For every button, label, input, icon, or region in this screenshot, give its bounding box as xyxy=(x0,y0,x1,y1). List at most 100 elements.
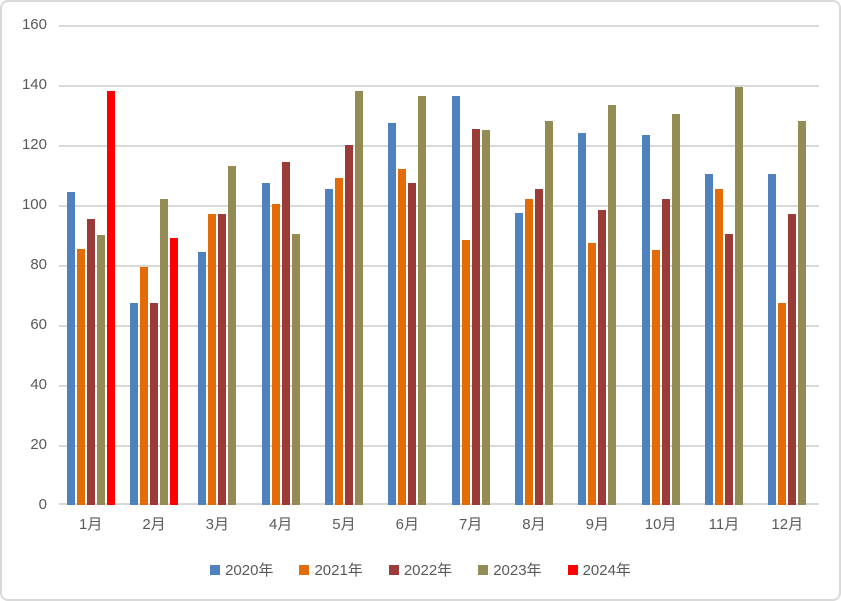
bar-y2022-m8 xyxy=(534,188,543,505)
y-axis: 0 20 40 60 80 100 120 140 160 xyxy=(2,2,47,599)
bar-y2021-m6 xyxy=(398,169,407,505)
legend-swatch-icon xyxy=(478,564,489,575)
bar-y2021-m9 xyxy=(588,242,597,505)
bar-group-m8 xyxy=(502,25,565,505)
bar-group-m10 xyxy=(629,25,692,505)
bar-y2021-m1 xyxy=(76,248,85,505)
gridline xyxy=(59,25,819,27)
y-tick-label: 160 xyxy=(21,16,47,33)
legend-swatch-icon xyxy=(299,564,310,575)
bar-y2020-m3 xyxy=(198,251,207,505)
x-tick-label-m9: 9月 xyxy=(585,516,609,533)
x-tick-label-m4: 4月 xyxy=(268,516,293,533)
legend-label: 2020年 xyxy=(225,562,274,579)
bar-y2022-m3 xyxy=(218,214,227,505)
y-tick-label: 40 xyxy=(30,376,47,393)
bar-y2022-m7 xyxy=(471,128,480,505)
legend-label: 2022年 xyxy=(403,562,453,579)
legend-label: 2021年 xyxy=(314,562,363,579)
x-tick-label-m7: 7月 xyxy=(458,516,483,533)
bar-group-m4 xyxy=(249,25,312,505)
y-tick-label: 80 xyxy=(30,256,47,273)
plot-area xyxy=(59,25,819,505)
y-tick-label: 140 xyxy=(21,76,47,93)
bar-y2020-m6 xyxy=(388,122,397,505)
legend-item-2024: 2024年 xyxy=(567,559,631,580)
legend-item-2022: 2022年 xyxy=(388,559,453,580)
gridline xyxy=(59,445,819,447)
x-tick-label-m11: 11月 xyxy=(708,516,740,533)
bar-group-m9 xyxy=(566,25,629,505)
bar-group-m11 xyxy=(692,25,755,505)
y-tick-label: 100 xyxy=(21,196,47,213)
bar-y2023-m2 xyxy=(159,199,168,505)
bar-y2021-m12 xyxy=(778,302,787,505)
bar-y2022-m5 xyxy=(344,145,353,505)
bar-y2020-m4 xyxy=(261,182,270,505)
legend-swatch-icon xyxy=(567,564,578,575)
bar-groups xyxy=(59,25,819,505)
bar-y2023-m5 xyxy=(354,91,363,505)
bar-y2022-m12 xyxy=(788,214,797,505)
bar-group-m5 xyxy=(312,25,375,505)
bar-y2024-m1 xyxy=(106,91,115,505)
bar-y2022-m1 xyxy=(86,218,95,505)
legend-label: 2023年 xyxy=(493,562,542,579)
bar-y2022-m2 xyxy=(149,302,158,505)
legend-item-2023: 2023年 xyxy=(478,559,542,580)
bar-y2022-m6 xyxy=(408,182,417,505)
legend-swatch-icon xyxy=(210,564,221,575)
bar-y2022-m11 xyxy=(724,233,733,505)
bar-y2024-m2 xyxy=(169,238,178,505)
bar-y2020-m2 xyxy=(129,302,138,505)
y-tick-label: 20 xyxy=(30,436,47,453)
bar-y2023-m11 xyxy=(734,86,743,505)
bar-group-m7 xyxy=(439,25,502,505)
bar-y2023-m8 xyxy=(544,121,553,505)
bar-y2021-m8 xyxy=(524,199,533,505)
bar-y2021-m10 xyxy=(651,250,660,505)
legend-item-2020: 2020年 xyxy=(210,559,273,580)
bar-y2021-m3 xyxy=(208,214,217,505)
legend-label: 2024年 xyxy=(582,562,631,579)
gridline xyxy=(59,85,819,87)
x-tick-label-m6: 6月 xyxy=(395,516,419,533)
bar-y2022-m9 xyxy=(598,209,607,505)
x-axis: 1月 2月 3月 4月 5月 6月 7月 8月 9月 10月 11月 12月 xyxy=(59,514,819,536)
legend-item-2021: 2021年 xyxy=(299,559,363,580)
bar-y2022-m10 xyxy=(661,199,670,505)
bar-y2020-m12 xyxy=(768,173,777,505)
bar-y2021-m7 xyxy=(461,239,470,505)
x-axis-line xyxy=(59,503,819,505)
bar-y2021-m4 xyxy=(271,203,280,505)
bar-y2023-m12 xyxy=(798,121,807,505)
bar-group-m2 xyxy=(122,25,185,505)
bar-y2023-m10 xyxy=(671,113,680,505)
x-tick-label-m1: 1月 xyxy=(78,516,103,533)
x-tick-label-m5: 5月 xyxy=(332,516,356,533)
x-tick-label-m12: 12月 xyxy=(771,516,804,533)
bar-y2020-m9 xyxy=(578,133,587,505)
bar-y2022-m4 xyxy=(281,161,290,505)
bar-y2023-m6 xyxy=(418,95,427,505)
bar-y2020-m11 xyxy=(704,173,713,505)
y-tick-label: 60 xyxy=(30,316,47,333)
bar-y2020-m8 xyxy=(514,212,523,505)
bar-group-m3 xyxy=(186,25,249,505)
bar-y2023-m7 xyxy=(481,130,490,505)
legend-swatch-icon xyxy=(388,564,399,575)
bar-y2021-m2 xyxy=(139,266,148,505)
x-tick-label-m2: 2月 xyxy=(142,516,166,533)
gridline xyxy=(59,145,819,147)
bar-y2023-m9 xyxy=(608,104,617,505)
bar-y2020-m5 xyxy=(324,188,333,505)
bar-group-m12 xyxy=(756,25,819,505)
bar-group-m1 xyxy=(59,25,122,505)
legend: 2020年 2021年 2022年 2023年 2024年 xyxy=(2,559,839,580)
bar-y2020-m10 xyxy=(641,134,650,505)
x-tick-label-m3: 3月 xyxy=(205,516,229,533)
x-tick-label-m10: 10月 xyxy=(644,516,677,533)
bar-y2020-m1 xyxy=(66,191,75,505)
bar-y2021-m5 xyxy=(334,178,343,505)
